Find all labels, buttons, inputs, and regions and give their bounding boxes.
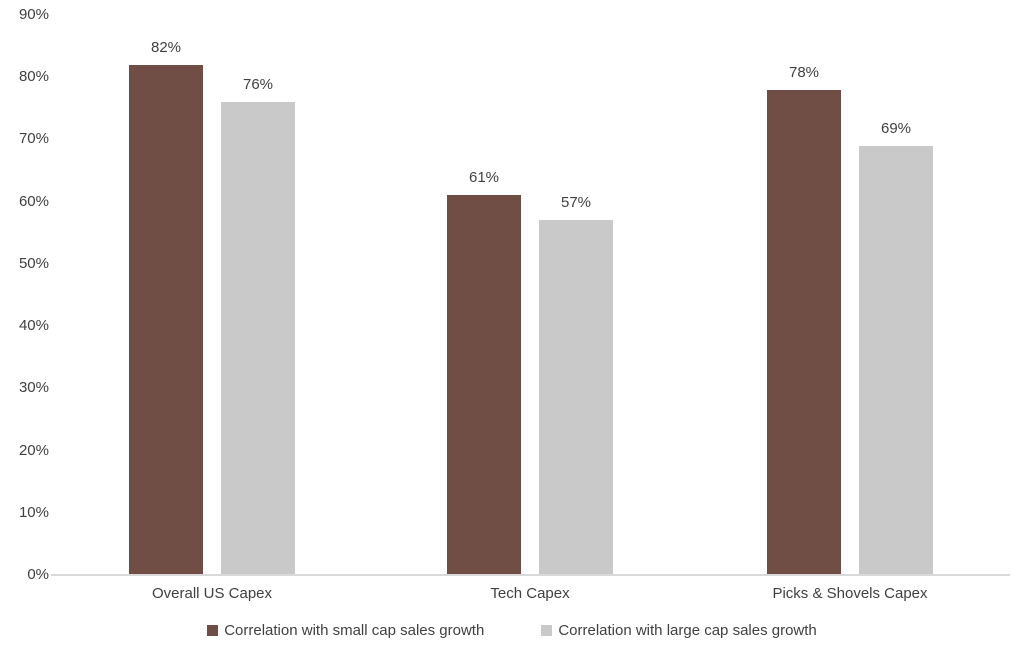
legend-label-small-cap: Correlation with small cap sales growth — [224, 622, 485, 639]
y-tick-label: 60% — [18, 192, 49, 210]
bar-value-label: 82% — [150, 39, 182, 56]
y-tick-label: 70% — [18, 130, 49, 148]
bar-series-2-cat-2 — [539, 220, 613, 574]
bar-value-label: 69% — [880, 120, 912, 137]
bar-value-label: 57% — [560, 194, 592, 211]
legend-item-large-cap: Correlation with large cap sales growth — [541, 621, 817, 640]
legend-swatch-small-cap-icon — [207, 625, 219, 636]
y-tick-label: 30% — [18, 379, 49, 397]
chart-legend: Correlation with small cap sales growth … — [0, 621, 1024, 640]
y-tick-label: 10% — [18, 503, 49, 521]
category-label: Tech Capex — [490, 585, 570, 602]
bar-series-1-cat-2 — [447, 195, 521, 574]
category-label: Overall US Capex — [151, 585, 273, 602]
bar-value-label: 76% — [242, 76, 274, 93]
category-label: Picks & Shovels Capex — [772, 585, 928, 602]
legend-swatch-large-cap-icon — [541, 625, 553, 636]
y-tick-label: 80% — [18, 68, 49, 86]
y-tick-label: 50% — [18, 254, 49, 272]
legend-item-small-cap: Correlation with small cap sales growth — [207, 621, 484, 640]
y-tick-label: 0% — [27, 566, 49, 583]
y-tick-label: 20% — [18, 441, 49, 459]
x-axis-line — [51, 574, 1010, 576]
legend-label-large-cap: Correlation with large cap sales growth — [558, 622, 817, 639]
y-tick-label: 40% — [18, 317, 49, 335]
bar-value-label: 61% — [468, 169, 500, 186]
y-tick-label: 90% — [18, 6, 49, 23]
bar-series-2-cat-3 — [859, 146, 933, 574]
bar-series-1-cat-3 — [767, 90, 841, 574]
bar-value-label: 78% — [788, 64, 820, 81]
bar-series-1-cat-1 — [129, 65, 203, 574]
bar-series-2-cat-1 — [221, 102, 295, 574]
